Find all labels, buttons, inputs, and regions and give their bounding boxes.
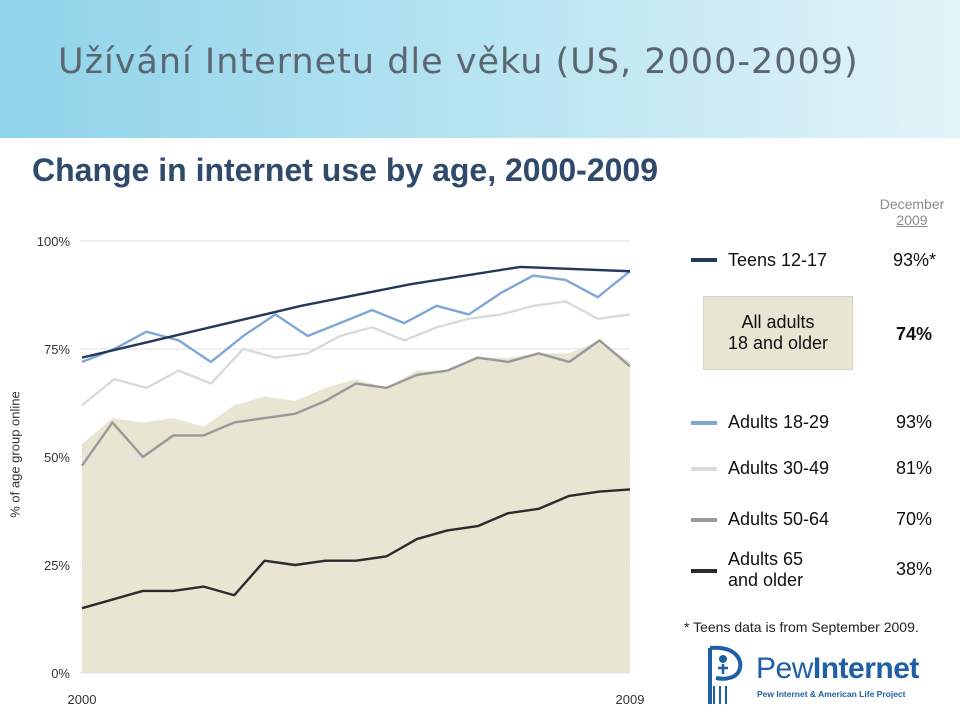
slide-title: Užívání Internetu dle věku (US, 2000-200… [58,42,859,82]
legend-label-adults-30-49: Adults 30-49 [728,458,830,478]
legend-swatch-adults-18-29 [691,421,717,425]
column-header: December 2009 [870,196,954,228]
y-tick-label: 0% [51,666,70,681]
logo-word-pew: Pew [756,652,813,685]
legend-label-teens: Teens 12-17 [728,250,828,270]
y-axis-label: % of age group online [7,391,23,518]
logo-word-internet: Internet [812,652,920,685]
legend-label-adults-65-line1: Adults 65 [728,549,804,569]
column-header-year: 2009 [896,212,928,228]
legend-value-adults-50-64: 70% [895,509,932,529]
line-series-adults-65-and-older [81,488,631,610]
y-tick-label: 25% [44,558,70,573]
y-tick-label: 100% [37,234,71,249]
legend-label-adults-50-64: Adults 50-64 [728,509,830,529]
legend-label-all-adults-line1: All adults [741,312,815,332]
footnote: * Teens data is from September 2009. [684,619,919,635]
legend-value-adults-65: 38% [895,559,932,579]
x-tick-label: 2000 [68,692,97,707]
line-series-adults-18-29 [81,270,631,364]
slide-header [0,0,960,138]
line-series-adults-30-49 [81,300,631,407]
legend-swatch-adults-50-64 [691,518,717,522]
logo-subtitle: Pew Internet & American Life Project [757,689,906,699]
legend-value-adults-30-49: 81% [895,458,932,478]
legend-label-adults-18-29: Adults 18-29 [728,412,830,432]
y-tick-label: 50% [44,450,70,465]
area-series-all-adults [82,340,630,673]
legend-swatch-adults-65 [691,569,717,573]
legend-box-all-adults: All adults 18 and older [703,296,853,370]
legend-label-all-adults-line2: 18 and older [727,333,829,353]
legend-value-all-adults: 74% [895,324,932,344]
pew-internet-logo: PewInternet Pew Internet & American Life… [702,644,960,709]
chart-title: Change in internet use by age, 2000-2009 [32,152,659,188]
column-header-month: December [879,196,945,212]
legend-value-adults-18-29: 93% [895,412,932,432]
legend-label-adults-65-line2: and older [728,570,804,590]
legend-swatch-teens [691,258,717,262]
legend-swatch-adults-30-49 [691,467,717,471]
pew-logo-icon [708,645,743,704]
legend-value-teens: 93%* [892,250,936,270]
line-series-teens-12-17 [81,265,631,359]
line-series-adults-50-64 [81,339,631,467]
y-tick-label: 75% [44,342,70,357]
x-tick-label: 2009 [616,692,645,707]
legend-label-adults-65: Adults 65 and older [728,549,803,591]
line-chart: 0% 25% 50% 75% 100% 2000 2009 [37,234,645,707]
